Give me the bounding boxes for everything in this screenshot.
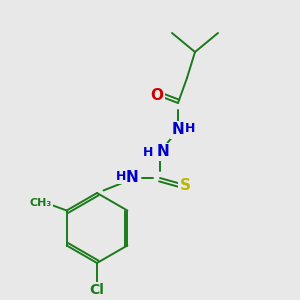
Text: O: O [151, 88, 164, 103]
Text: H: H [143, 146, 153, 158]
Text: H: H [116, 169, 126, 182]
Text: N: N [126, 170, 138, 185]
Text: S: S [179, 178, 191, 193]
Text: H: H [185, 122, 195, 136]
Text: Cl: Cl [90, 283, 104, 297]
Text: N: N [172, 122, 184, 137]
Text: N: N [157, 145, 169, 160]
Text: CH₃: CH₃ [30, 197, 52, 208]
